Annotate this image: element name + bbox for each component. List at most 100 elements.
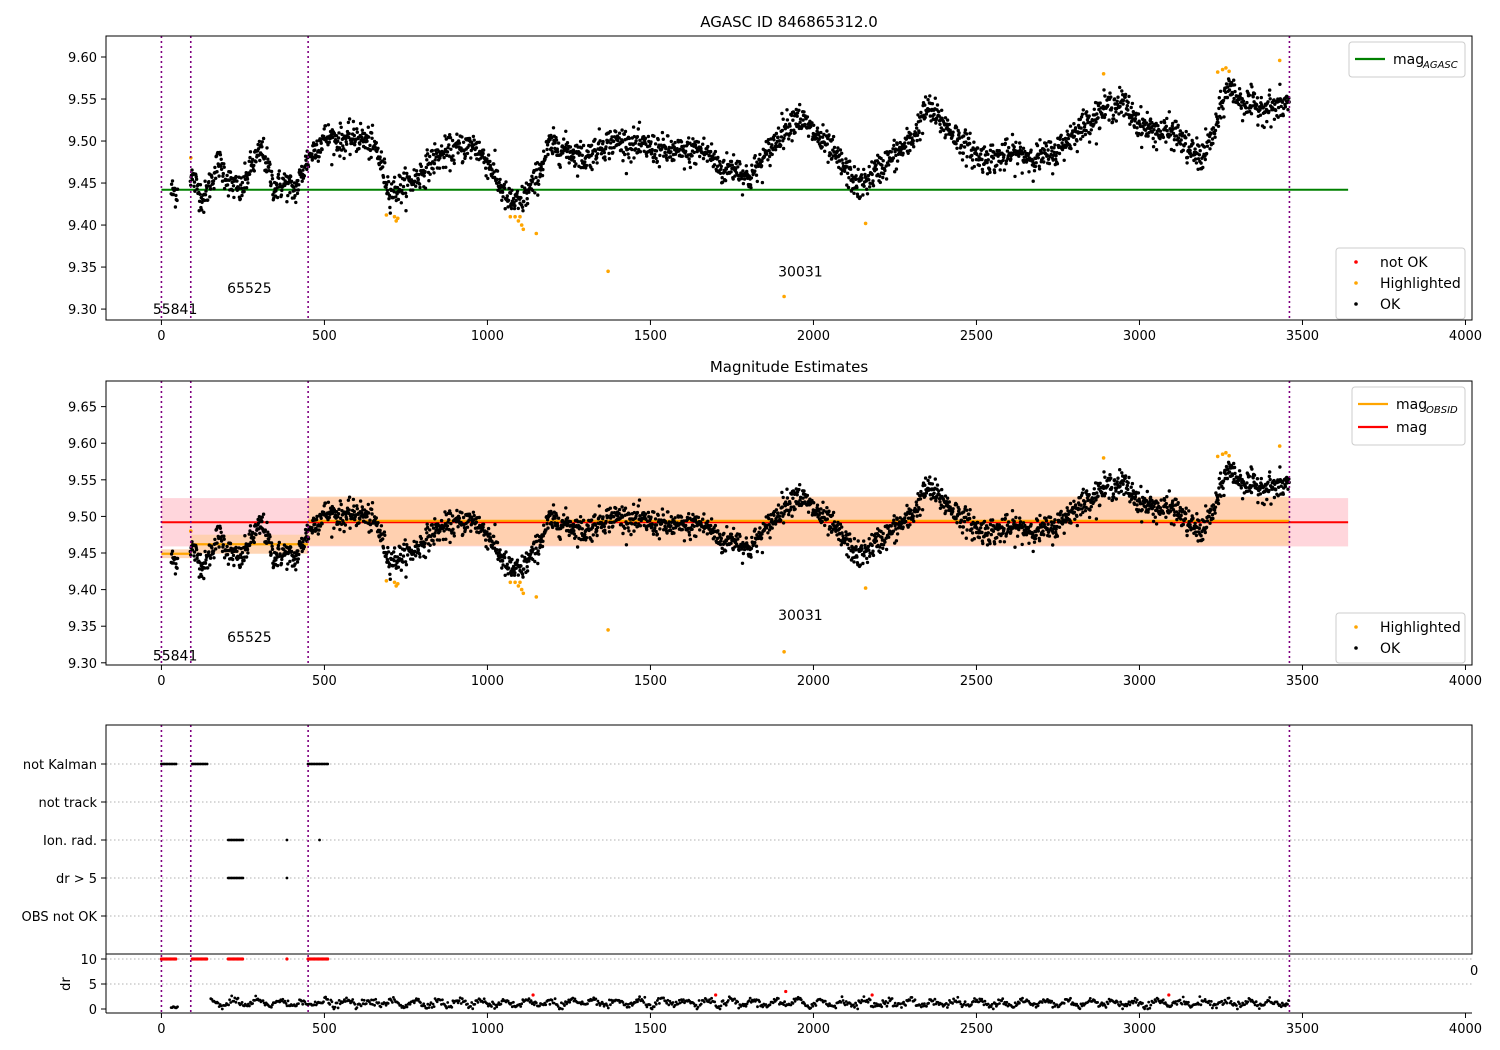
ok-point <box>741 551 746 556</box>
ok-point <box>772 138 776 142</box>
ok-point <box>472 513 476 518</box>
ok-point <box>992 168 996 172</box>
ok-point <box>1079 513 1083 517</box>
ok-point <box>894 539 899 543</box>
ok-point <box>407 175 412 179</box>
ok-point <box>574 534 578 539</box>
ok-point <box>915 126 919 130</box>
ok-point <box>238 565 242 569</box>
ok-point <box>1059 509 1063 514</box>
ok-point <box>1165 129 1169 133</box>
ok-point <box>203 549 207 554</box>
ok-point <box>1225 95 1230 100</box>
ok-point <box>1020 542 1024 547</box>
ok-point <box>195 556 199 560</box>
ok-point <box>553 141 557 145</box>
ok-point <box>1217 96 1222 100</box>
ok-point <box>572 532 576 536</box>
y-tick-label: 9.30 <box>68 303 97 318</box>
ok-point <box>589 518 594 522</box>
ok-point <box>1146 134 1150 138</box>
ok-point <box>1193 147 1197 151</box>
ok-point <box>826 160 830 164</box>
ok-point <box>767 528 772 532</box>
ok-point <box>919 489 923 494</box>
ok-point <box>962 510 966 514</box>
ok-point <box>405 171 409 176</box>
ok-point <box>352 509 356 514</box>
ok-point <box>522 199 526 204</box>
ok-point <box>986 158 990 162</box>
ok-point <box>968 131 972 135</box>
ok-point <box>347 495 352 499</box>
ok-point <box>992 150 996 154</box>
ok-point <box>516 206 520 211</box>
ok-point <box>414 169 419 173</box>
ok-point <box>1035 143 1040 148</box>
ok-point <box>490 539 494 544</box>
ok-point <box>388 211 392 215</box>
ok-point <box>868 554 872 558</box>
ok-point <box>218 153 223 157</box>
ok-point <box>987 167 992 172</box>
ok-point <box>419 164 423 169</box>
ok-point <box>1075 149 1080 154</box>
ok-point <box>1023 149 1027 154</box>
ok-point <box>756 164 761 168</box>
ok-point <box>895 532 900 536</box>
ok-point <box>867 178 871 182</box>
ok-point <box>1082 125 1087 129</box>
ok-point <box>991 529 996 533</box>
ok-point <box>200 200 204 204</box>
ok-point <box>169 552 174 556</box>
ok-point <box>207 180 211 184</box>
ok-point <box>1106 103 1110 108</box>
ok-point <box>388 577 392 581</box>
ok-point <box>1266 100 1270 104</box>
ok-point <box>722 531 726 536</box>
ok-point <box>1041 529 1045 533</box>
ok-point <box>516 573 520 577</box>
ok-point <box>1081 487 1086 491</box>
ok-point <box>425 525 430 530</box>
ok-point <box>1003 516 1007 521</box>
ok-point <box>599 525 604 530</box>
ok-point <box>460 135 464 139</box>
ok-point <box>347 508 351 512</box>
ok-point <box>250 157 255 162</box>
ok-point <box>940 487 944 492</box>
ok-point <box>682 539 687 543</box>
ok-point <box>583 160 587 164</box>
highlighted-point <box>392 214 397 219</box>
ok-point <box>1175 142 1179 147</box>
ok-point <box>923 115 927 120</box>
ok-point <box>749 555 753 559</box>
ok-point <box>795 493 799 497</box>
ok-point <box>369 155 373 160</box>
ok-point <box>365 139 369 143</box>
ok-point <box>979 526 983 530</box>
ok-point <box>398 545 402 550</box>
ok-point <box>1110 106 1114 110</box>
ok-point <box>247 172 252 176</box>
ok-point <box>780 111 784 116</box>
ok-point <box>787 137 791 141</box>
ok-point <box>770 526 774 530</box>
ok-point <box>1154 148 1159 152</box>
ok-point <box>1094 517 1099 521</box>
ok-point <box>578 515 583 519</box>
ok-point <box>1224 82 1229 86</box>
ok-point <box>1002 540 1007 544</box>
ok-point <box>1072 134 1077 138</box>
ok-point <box>1103 113 1108 117</box>
ok-point <box>214 547 218 551</box>
ok-point <box>797 487 801 492</box>
ok-point <box>856 539 860 543</box>
ok-point <box>1071 130 1075 134</box>
ok-point <box>870 543 874 548</box>
ok-point <box>423 186 428 190</box>
ok-point <box>706 519 710 523</box>
ok-point <box>280 188 284 193</box>
ok-point <box>753 154 757 158</box>
ok-point <box>198 552 203 557</box>
